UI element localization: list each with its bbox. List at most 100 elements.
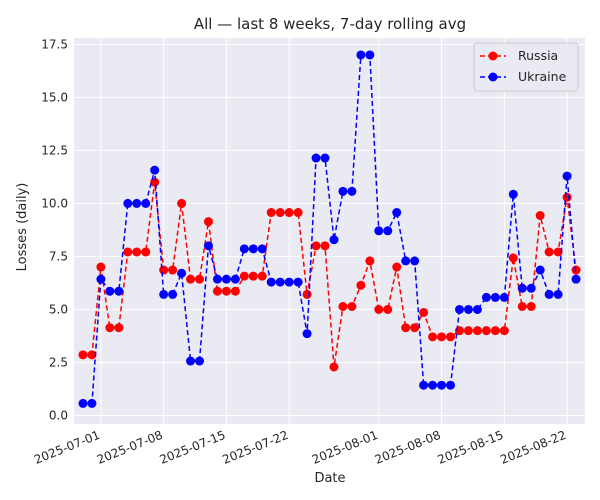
data-point-ukraine bbox=[105, 286, 115, 296]
data-point-ukraine bbox=[78, 398, 88, 408]
data-point-russia bbox=[203, 217, 213, 227]
data-point-russia bbox=[374, 304, 384, 314]
data-point-ukraine bbox=[195, 356, 205, 366]
series-russia bbox=[78, 177, 581, 372]
data-point-ukraine bbox=[481, 292, 491, 302]
series-ukraine bbox=[78, 50, 581, 408]
data-point-ukraine bbox=[347, 186, 357, 196]
y-tick-labels: 0.0 2.5 5.0 7.5 10.0 12.5 15.0 17.5 bbox=[41, 37, 68, 422]
data-point-ukraine bbox=[203, 241, 213, 251]
data-point-russia bbox=[311, 241, 321, 251]
data-point-russia bbox=[257, 271, 267, 281]
data-point-russia bbox=[141, 247, 151, 257]
data-point-ukraine bbox=[365, 50, 375, 60]
data-point-ukraine bbox=[410, 256, 420, 266]
data-point-ukraine bbox=[517, 283, 527, 293]
data-point-russia bbox=[266, 208, 276, 218]
data-point-ukraine bbox=[248, 244, 258, 254]
y-tick-label: 12.5 bbox=[41, 143, 68, 157]
data-point-russia bbox=[410, 323, 420, 333]
data-point-russia bbox=[472, 326, 482, 336]
data-point-ukraine bbox=[526, 283, 536, 293]
y-tick-label: 5.0 bbox=[49, 302, 68, 316]
y-tick-label: 10.0 bbox=[41, 196, 68, 210]
data-point-russia bbox=[177, 198, 187, 208]
legend-russia-marker bbox=[488, 51, 498, 61]
data-point-ukraine bbox=[311, 153, 321, 163]
data-point-ukraine bbox=[114, 286, 124, 296]
y-axis-title: Losses (daily) bbox=[15, 183, 30, 272]
data-point-ukraine bbox=[186, 356, 196, 366]
data-point-ukraine bbox=[454, 304, 464, 314]
data-point-ukraine bbox=[553, 289, 563, 299]
legend-russia-label: Russia bbox=[518, 48, 558, 63]
x-axis-title: Date bbox=[314, 471, 345, 486]
data-point-ukraine bbox=[230, 274, 240, 284]
data-point-ukraine bbox=[320, 153, 330, 163]
data-point-russia bbox=[419, 307, 429, 317]
data-point-russia bbox=[365, 256, 375, 266]
data-point-russia bbox=[428, 332, 438, 342]
data-point-russia bbox=[383, 304, 393, 314]
data-point-russia bbox=[302, 289, 312, 299]
data-point-russia bbox=[463, 326, 473, 336]
data-point-russia bbox=[168, 265, 178, 275]
data-point-russia bbox=[535, 211, 545, 221]
data-point-ukraine bbox=[374, 226, 384, 236]
data-point-russia bbox=[212, 286, 222, 296]
data-point-russia bbox=[329, 362, 339, 372]
data-point-russia bbox=[320, 241, 330, 251]
data-point-ukraine bbox=[96, 274, 106, 284]
y-tick-label: 17.5 bbox=[41, 37, 68, 51]
data-point-ukraine bbox=[446, 380, 456, 390]
legend-ukraine-label: Ukraine bbox=[518, 69, 567, 84]
data-point-russia bbox=[186, 274, 196, 284]
plot-area bbox=[74, 38, 585, 424]
data-point-russia bbox=[392, 262, 402, 272]
data-point-ukraine bbox=[463, 304, 473, 314]
data-point-ukraine bbox=[168, 289, 178, 299]
data-point-russia bbox=[401, 323, 411, 333]
y-tick-label: 2.5 bbox=[49, 355, 68, 369]
data-point-russia bbox=[446, 332, 456, 342]
chart-title: All — last 8 weeks, 7-day rolling avg bbox=[194, 15, 466, 33]
data-point-ukraine bbox=[239, 244, 249, 254]
data-point-russia bbox=[87, 350, 97, 360]
data-point-ukraine bbox=[293, 277, 303, 287]
data-point-russia bbox=[275, 208, 285, 218]
data-point-ukraine bbox=[428, 380, 438, 390]
data-point-russia bbox=[284, 208, 294, 218]
data-point-ukraine bbox=[266, 277, 276, 287]
data-point-ukraine bbox=[87, 398, 97, 408]
data-point-ukraine bbox=[490, 292, 500, 302]
data-point-ukraine bbox=[141, 198, 151, 208]
data-point-ukraine bbox=[392, 208, 402, 218]
data-point-ukraine bbox=[329, 235, 339, 245]
data-point-russia bbox=[347, 302, 357, 312]
data-point-russia bbox=[78, 350, 88, 360]
data-point-ukraine bbox=[544, 289, 554, 299]
data-point-ukraine bbox=[499, 292, 509, 302]
data-point-ukraine bbox=[338, 186, 348, 196]
data-point-russia bbox=[230, 286, 240, 296]
data-point-russia bbox=[553, 247, 563, 257]
data-point-russia bbox=[248, 271, 258, 281]
data-point-ukraine bbox=[535, 265, 545, 275]
data-point-ukraine bbox=[150, 165, 160, 175]
data-point-russia bbox=[571, 265, 581, 275]
data-point-ukraine bbox=[221, 274, 231, 284]
data-point-ukraine bbox=[356, 50, 366, 60]
data-point-russia bbox=[338, 302, 348, 312]
data-point-russia bbox=[96, 262, 106, 272]
y-tick-label: 15.0 bbox=[41, 90, 68, 104]
data-point-ukraine bbox=[508, 189, 518, 199]
data-point-russia bbox=[132, 247, 142, 257]
data-point-russia bbox=[356, 280, 366, 290]
data-point-russia bbox=[105, 323, 115, 333]
data-point-russia bbox=[508, 253, 518, 263]
data-point-russia bbox=[490, 326, 500, 336]
data-point-ukraine bbox=[562, 171, 572, 181]
data-point-russia bbox=[499, 326, 509, 336]
legend-box bbox=[473, 42, 579, 92]
